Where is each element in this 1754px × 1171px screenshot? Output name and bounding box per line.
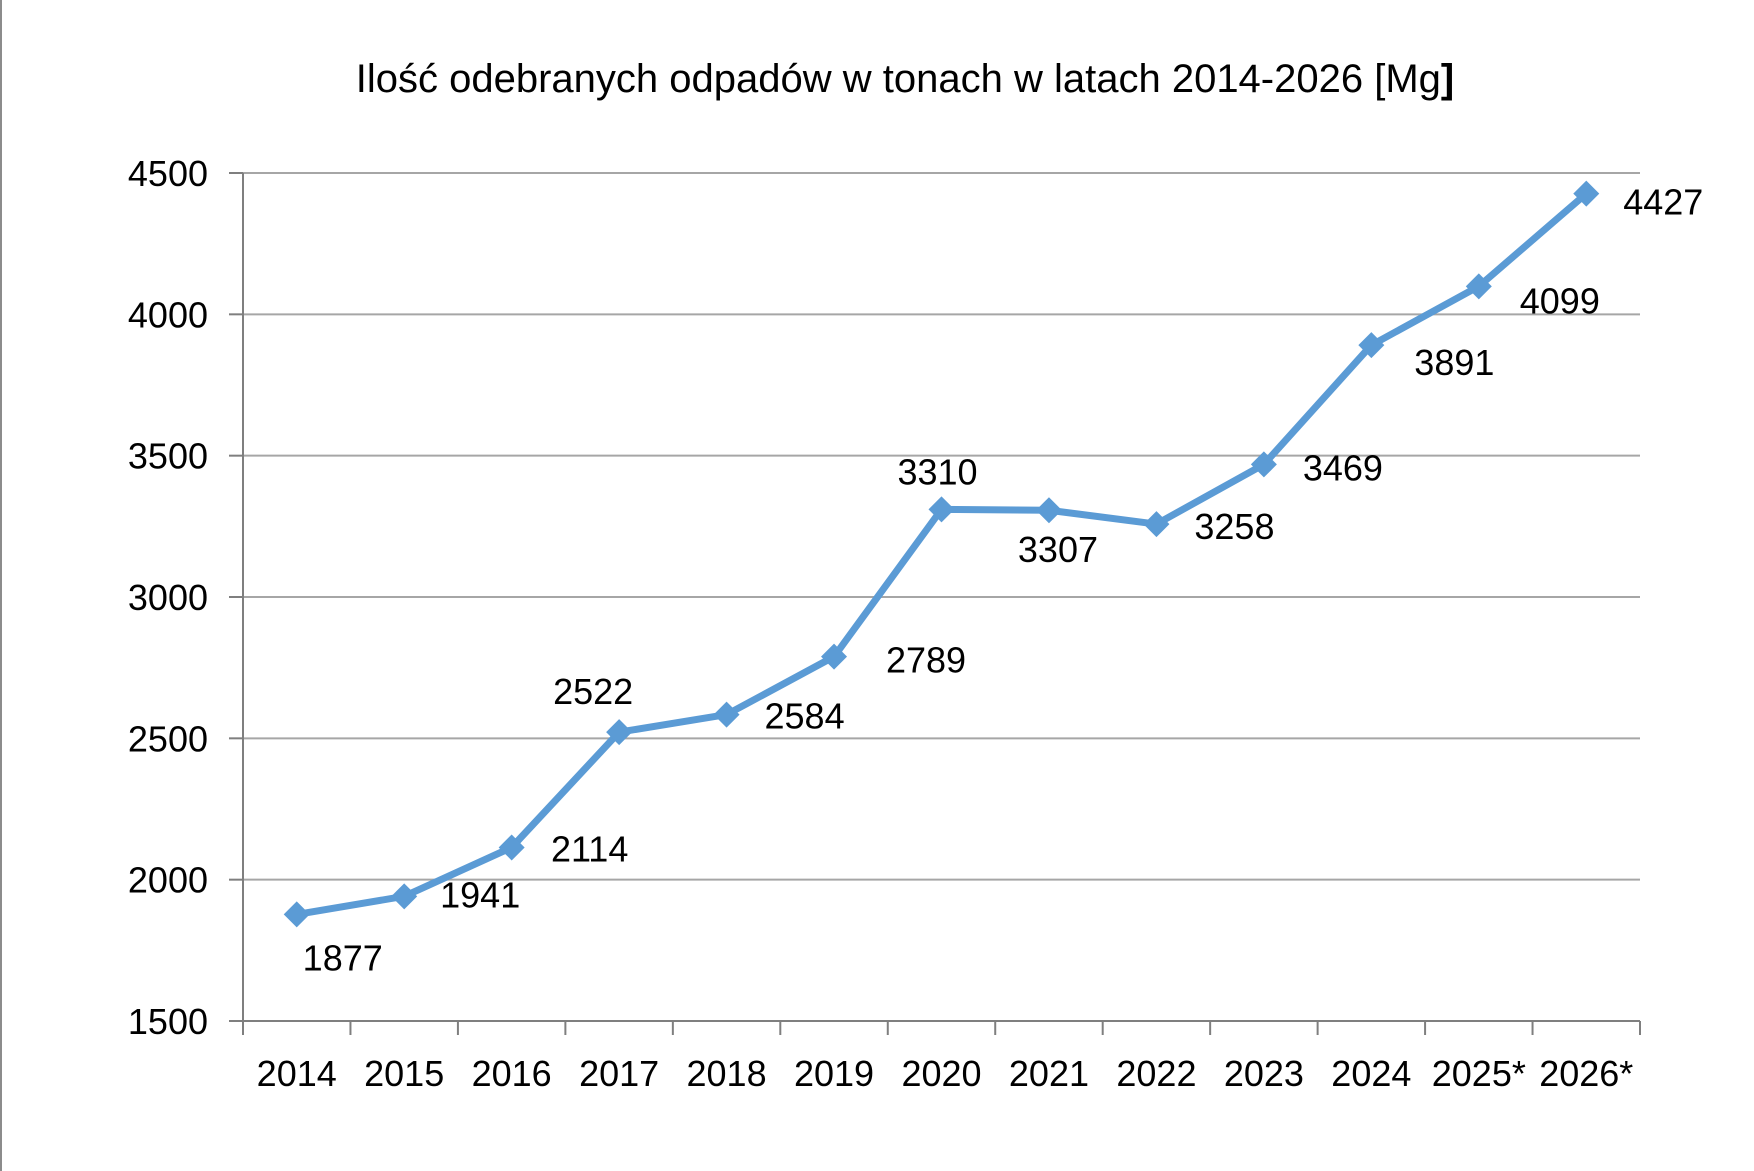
data-point-marker-2014 <box>283 901 310 928</box>
chart-title-regular: Ilość odebranych odpadów w tonach w lata… <box>356 57 1441 101</box>
x-tick-label-2025*: 2025* <box>1432 1053 1526 1094</box>
data-label-2024: 3891 <box>1414 342 1494 383</box>
y-axis-ticks-and-labels: 1500 2000 2500 3000 3500 4000 4500 <box>128 153 243 1042</box>
data-point-marker-2016 <box>498 834 525 861</box>
gridlines <box>243 172 1640 881</box>
data-label-2016: 2114 <box>551 828 628 869</box>
x-tick-label-2021: 2021 <box>1009 1053 1089 1094</box>
x-tick-label-2022: 2022 <box>1116 1053 1196 1094</box>
x-tick-label-2024: 2024 <box>1331 1053 1411 1094</box>
x-tick-label-2016: 2016 <box>472 1053 552 1094</box>
x-axis-ticks-and-labels: 2014 2015 2016 2017 2018 2019 2020 2021 2022 2023… <box>242 1021 1641 1094</box>
data-point-marker-2021 <box>1035 497 1062 524</box>
data-label-2019: 2789 <box>886 640 966 681</box>
data-label-2023: 3469 <box>1303 447 1383 488</box>
y-tick-label-2000: 2000 <box>128 860 208 901</box>
data-point-marker-2022 <box>1143 511 1170 538</box>
x-tick-label-2020: 2020 <box>901 1053 981 1094</box>
data-label-2018: 2584 <box>765 696 845 737</box>
x-tick-label-2019: 2019 <box>794 1053 874 1094</box>
data-series <box>283 180 1600 928</box>
data-point-marker-2019 <box>821 643 848 670</box>
data-label-2017: 2522 <box>553 671 633 712</box>
series-line <box>293 190 1590 918</box>
y-tick-label-4500: 4500 <box>128 153 208 194</box>
y-tick-label-3000: 3000 <box>128 577 208 618</box>
x-tick-label-2018: 2018 <box>687 1053 767 1094</box>
x-tick-label-2026*: 2026* <box>1539 1053 1633 1094</box>
screenshot-left-edge-line <box>0 0 2 1171</box>
data-point-marker-2026* <box>1573 180 1600 207</box>
x-tick-label-2014: 2014 <box>257 1053 337 1094</box>
data-labels: 1877 1941 2114 2522 2584 2789 3310 3307 3258 3469… <box>303 182 1704 979</box>
data-label-2025*: 4099 <box>1520 280 1600 321</box>
x-tick-label-2015: 2015 <box>364 1053 444 1094</box>
x-tick-label-2023: 2023 <box>1224 1053 1304 1094</box>
data-label-2021: 3307 <box>1018 529 1098 570</box>
y-tick-label-3500: 3500 <box>128 436 208 477</box>
y-tick-label-2500: 2500 <box>128 718 208 759</box>
data-point-marker-2015 <box>391 883 418 910</box>
y-tick-label-1500: 1500 <box>128 1001 208 1042</box>
data-point-marker-2023 <box>1250 451 1277 478</box>
data-label-2020: 3310 <box>897 451 977 492</box>
data-point-marker-2020 <box>928 496 955 523</box>
data-point-marker-2025* <box>1465 273 1492 300</box>
data-label-2014: 1877 <box>303 937 383 978</box>
data-label-2022: 3258 <box>1194 506 1274 547</box>
y-tick-label-4000: 4000 <box>128 294 208 335</box>
data-point-marker-2018 <box>713 701 740 728</box>
chart-title: Ilość odebranych odpadów w tonach w lata… <box>356 57 1454 101</box>
data-label-2026*: 4427 <box>1623 182 1703 223</box>
data-point-marker-2017 <box>606 719 633 746</box>
chart-title-bold-bracket: ] <box>1441 57 1454 101</box>
data-point-marker-2024 <box>1358 332 1385 359</box>
data-label-2015: 1941 <box>440 874 520 915</box>
x-tick-label-2017: 2017 <box>579 1053 659 1094</box>
